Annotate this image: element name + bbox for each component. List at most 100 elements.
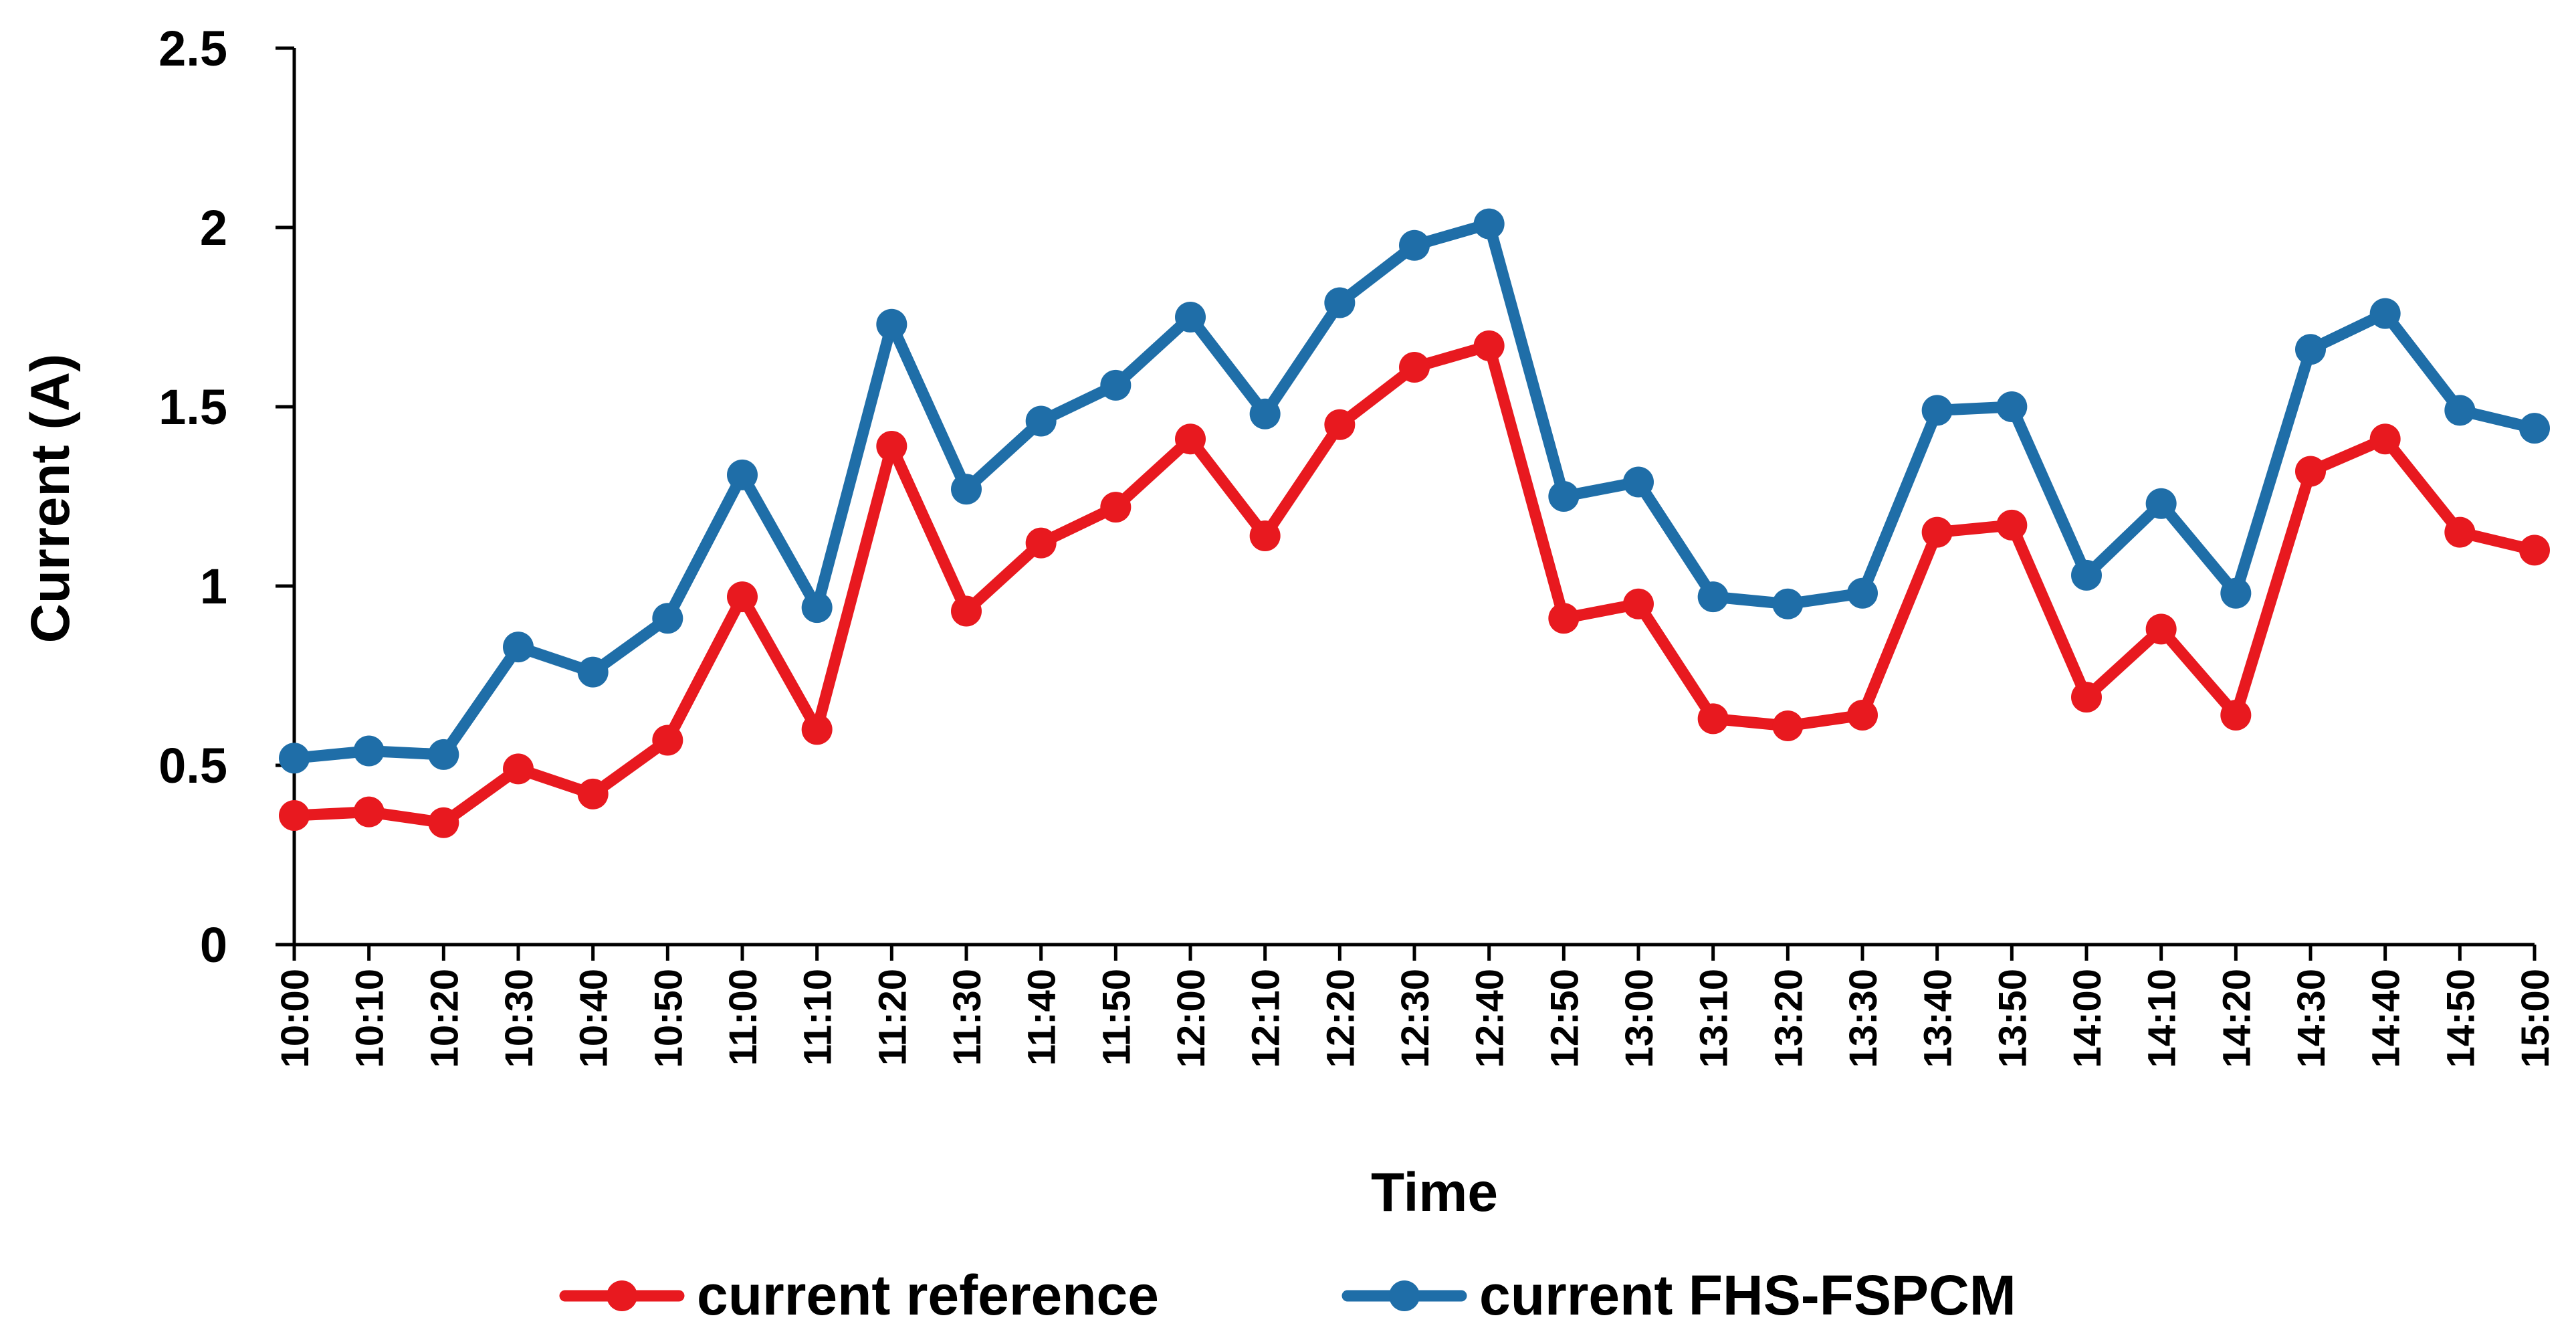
data-point-current-reference: [577, 778, 609, 809]
x-tick-labels: 10:00 10:10 10:20 10:30 10:40 10:50 11:00 11:10…: [274, 969, 2557, 1068]
data-point-current-fhs-fspcm: [951, 474, 982, 505]
data-point-current-reference: [1847, 699, 1878, 731]
y-tick-label: 1: [200, 559, 227, 614]
x-tick-label: 11:20: [871, 969, 914, 1066]
data-point-current-reference: [1399, 352, 1430, 383]
y-axis-title: Current (A): [20, 354, 81, 644]
legend-label: current reference: [697, 1264, 1159, 1327]
data-point-current-fhs-fspcm: [2369, 298, 2401, 329]
x-tick-label: 12:50: [1543, 969, 1586, 1068]
data-point-current-fhs-fspcm: [876, 308, 907, 340]
x-tick-label: 11:50: [1095, 969, 1138, 1066]
data-point-current-reference: [1025, 527, 1057, 559]
legend-label: current FHS-FSPCM: [1479, 1264, 2016, 1327]
x-tick-label: 10:10: [348, 969, 392, 1068]
legend-item-current-reference: current reference: [559, 1264, 1159, 1327]
x-tick-label: 10:30: [498, 969, 541, 1068]
x-tick-label: 10:50: [647, 969, 690, 1068]
x-tick-label: 10:00: [274, 969, 317, 1068]
x-tick-label: 13:20: [1767, 969, 1810, 1068]
axes: [276, 46, 2537, 961]
x-tick-label: 13:10: [1693, 969, 1736, 1068]
data-point-current-fhs-fspcm: [2220, 577, 2252, 609]
data-point-current-reference: [2145, 613, 2177, 645]
data-point-current-reference: [428, 807, 459, 838]
x-tick-label: 10:40: [572, 969, 616, 1068]
data-point-current-reference: [1175, 423, 1206, 455]
x-tick-label: 12:00: [1170, 969, 1213, 1068]
x-tick-label: 13:40: [1917, 969, 1960, 1068]
data-point-current-reference: [2519, 535, 2550, 566]
data-point-current-fhs-fspcm: [353, 735, 385, 767]
data-point-current-fhs-fspcm: [1025, 405, 1057, 437]
x-tick-label: 11:00: [722, 969, 765, 1066]
data-point-current-reference: [951, 595, 982, 627]
data-point-current-reference: [1921, 516, 1953, 548]
data-point-current-fhs-fspcm: [1100, 369, 1132, 401]
data-point-current-reference: [353, 796, 385, 828]
data-point-current-reference: [2295, 456, 2326, 487]
x-tick-label: 12:30: [1394, 969, 1437, 1068]
x-tick-label: 13:00: [1618, 969, 1661, 1068]
legend-marker: [607, 1280, 637, 1311]
data-point-current-reference: [1548, 603, 1580, 634]
legend-marker: [1389, 1280, 1420, 1311]
x-tick-label: 14:40: [2365, 969, 2408, 1068]
data-point-current-fhs-fspcm: [1399, 229, 1430, 261]
y-tick-label: 1.5: [158, 379, 227, 435]
data-point-current-fhs-fspcm: [1623, 466, 1654, 498]
x-tick-label: 14:20: [2215, 969, 2258, 1068]
data-point-current-fhs-fspcm: [503, 632, 534, 663]
data-point-current-fhs-fspcm: [1324, 287, 1356, 318]
data-point-current-fhs-fspcm: [1996, 391, 2028, 422]
data-point-current-fhs-fspcm: [2519, 413, 2550, 444]
y-tick-label: 2: [200, 200, 227, 256]
data-point-current-fhs-fspcm: [801, 592, 833, 623]
data-point-current-reference: [1996, 509, 2028, 541]
data-point-current-fhs-fspcm: [1772, 588, 1804, 619]
x-tick-label: 14:10: [2141, 969, 2184, 1068]
x-tick-label: 14:30: [2290, 969, 2333, 1068]
x-tick-label: 15:00: [2514, 969, 2557, 1068]
data-point-current-fhs-fspcm: [2295, 334, 2326, 365]
x-tick-label: 14:00: [2066, 969, 2109, 1068]
data-point-current-fhs-fspcm: [2444, 395, 2476, 426]
data-point-current-reference: [2369, 423, 2401, 455]
data-point-current-fhs-fspcm: [727, 459, 758, 490]
data-point-current-reference: [279, 800, 310, 832]
x-axis-title: Time: [1371, 1162, 1498, 1223]
data-point-current-fhs-fspcm: [1175, 302, 1206, 332]
data-point-current-fhs-fspcm: [428, 739, 459, 770]
data-point-current-reference: [503, 753, 534, 785]
x-tick-label: 13:30: [1842, 969, 1885, 1068]
x-tick-label: 12:20: [1319, 969, 1362, 1068]
data-point-current-reference: [1100, 492, 1132, 523]
data-point-current-reference: [876, 430, 907, 462]
data-point-current-fhs-fspcm: [1921, 395, 1953, 426]
x-tick-label: 10:20: [423, 969, 466, 1068]
data-point-current-fhs-fspcm: [1847, 577, 1878, 609]
data-point-current-reference: [1249, 520, 1281, 551]
data-point-current-reference: [2071, 682, 2102, 713]
x-tick-label: 11:30: [946, 969, 989, 1066]
data-point-current-fhs-fspcm: [1249, 398, 1281, 429]
data-point-current-fhs-fspcm: [1473, 208, 1505, 239]
data-point-current-fhs-fspcm: [279, 743, 310, 774]
data-point-current-reference: [1473, 330, 1505, 361]
data-point-current-reference: [2220, 699, 2252, 731]
data-point-current-reference: [652, 725, 683, 756]
data-point-current-reference: [1623, 588, 1654, 619]
x-tick-label: 12:40: [1469, 969, 1512, 1068]
legend-item-current-fhs-fspcm: current FHS-FSPCM: [1341, 1264, 2016, 1327]
x-tick-label: 11:10: [796, 969, 840, 1066]
x-tick-label: 11:40: [1021, 969, 1064, 1066]
data-point-current-reference: [2444, 516, 2476, 548]
data-point-current-reference: [1697, 703, 1729, 735]
series-layer: [279, 208, 2550, 838]
data-point-current-fhs-fspcm: [577, 656, 609, 688]
legend: current reference current FHS-FSPCM: [559, 1264, 2016, 1327]
data-point-current-fhs-fspcm: [2145, 488, 2177, 519]
x-tick-label: 14:50: [2439, 969, 2482, 1068]
